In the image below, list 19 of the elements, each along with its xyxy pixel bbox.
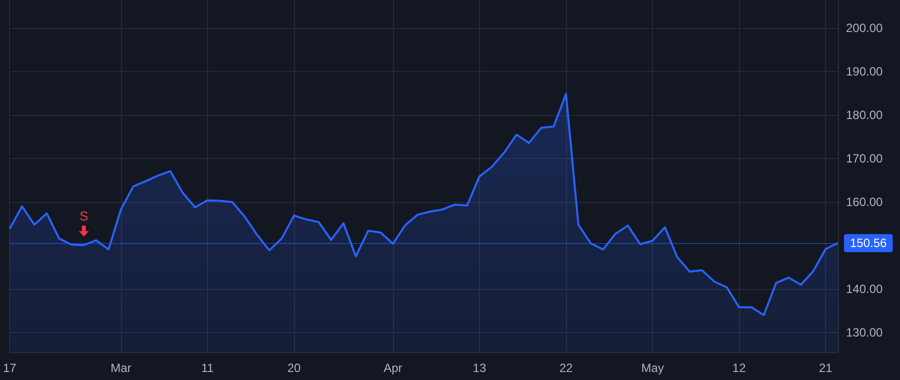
- x-tick-label: 11: [201, 361, 214, 375]
- y-tick-label: 140.00: [846, 282, 884, 296]
- y-tick-label: 160.00: [846, 195, 884, 210]
- x-tick-label: Mar: [110, 361, 132, 375]
- x-tick-label: 21: [818, 361, 833, 375]
- x-tick-label: May: [641, 361, 664, 375]
- x-tick-label: 20: [287, 361, 302, 375]
- x-tick-label: 12: [732, 361, 746, 375]
- y-tick-label: 170.00: [846, 152, 884, 166]
- x-tick-label: 22: [559, 361, 574, 375]
- y-tick-label: 200.00: [846, 21, 884, 36]
- ref-line-label: 150.56: [850, 236, 888, 250]
- y-tick-label: 190.00: [846, 64, 884, 79]
- annotation: S: [80, 208, 89, 224]
- y-tick-label: 180.00: [846, 108, 884, 122]
- y-tick-label: 130.00: [846, 325, 884, 340]
- x-tick-label: 17: [2, 361, 17, 375]
- x-tick-label: Apr: [384, 361, 402, 375]
- x-tick-label: 13: [472, 361, 486, 375]
